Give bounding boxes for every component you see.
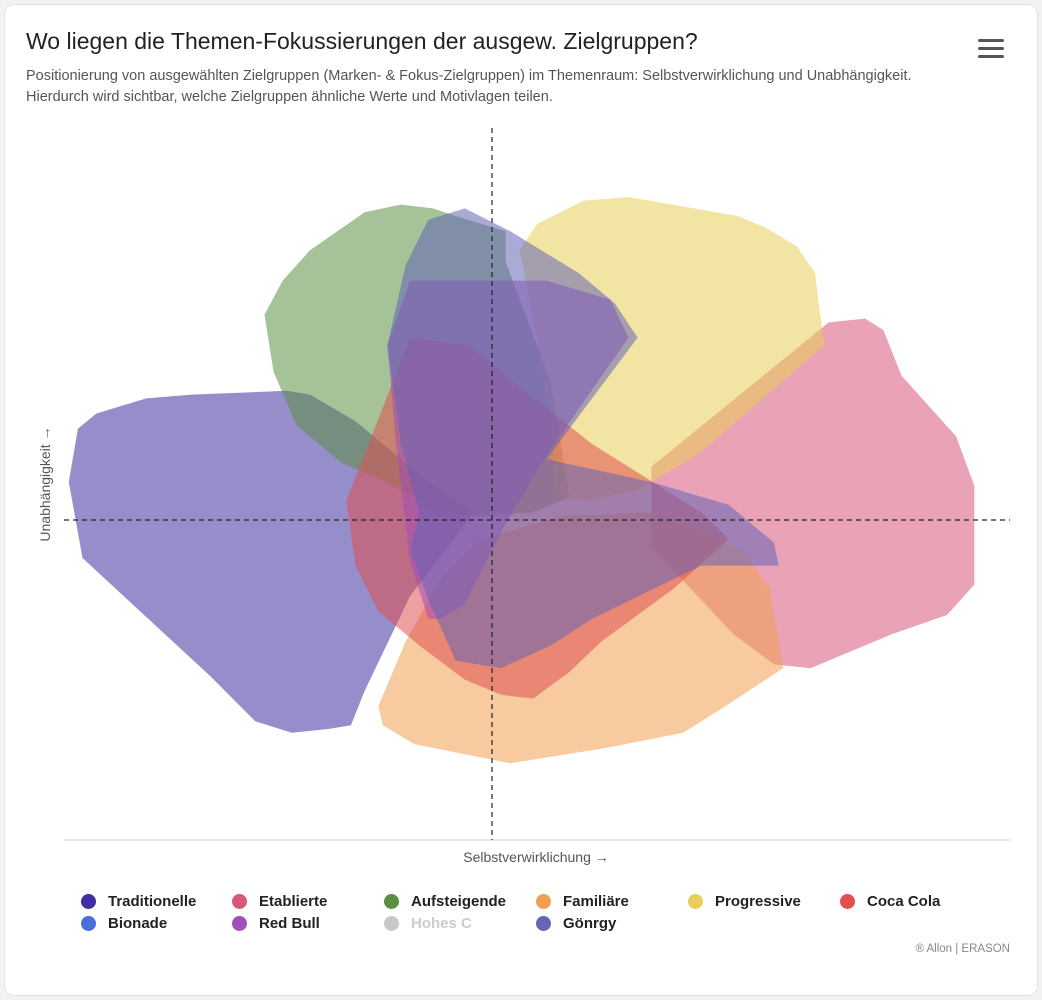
legend-item-gönrgy[interactable]: Gönrgy — [536, 915, 616, 932]
legend-item-coca-cola[interactable]: Coca Cola — [840, 893, 940, 910]
legend-label: Aufsteigende — [411, 893, 507, 910]
legend-marker — [536, 894, 551, 909]
hamburger-menu-icon[interactable] — [978, 36, 1004, 58]
legend-marker — [384, 894, 399, 909]
legend-marker — [688, 894, 703, 909]
legend-marker — [81, 916, 96, 931]
legend-marker — [232, 894, 247, 909]
legend-marker — [536, 916, 551, 931]
legend-item-familiäre[interactable]: Familiäre — [536, 893, 629, 910]
series-area-gönrgy[interactable] — [387, 208, 779, 669]
y-axis-label: Unabhängigkeit → — [37, 426, 53, 541]
legend-label: Progressive — [715, 893, 801, 910]
menu-bar — [978, 39, 1004, 42]
legend-item-red-bull[interactable]: Red Bull — [232, 915, 320, 932]
credit-text: ® Allon | ERASON — [915, 943, 1010, 955]
series-area-progressive[interactable] — [519, 197, 825, 501]
menu-bar — [978, 55, 1004, 58]
legend-label: Traditionelle — [108, 893, 197, 910]
chart-title: Wo liegen die Themen-Fokussierungen der … — [26, 28, 698, 54]
legend-item-traditionelle[interactable]: Traditionelle — [81, 893, 196, 910]
legend-item-progressive[interactable]: Progressive — [688, 893, 801, 910]
legend-label: Gönrgy — [563, 915, 617, 932]
menu-bar — [978, 47, 1004, 50]
legend-item-hohes-c[interactable]: Hohes C — [384, 915, 472, 932]
legend-label: Familiäre — [563, 893, 629, 910]
series-areas — [68, 197, 975, 764]
chart-subtitle: Positionierung von ausgewählten Zielgrup… — [26, 68, 912, 105]
legend-label: Coca Cola — [867, 893, 941, 910]
legend-marker — [81, 894, 96, 909]
legend-marker — [232, 916, 247, 931]
legend-label: Red Bull — [259, 915, 320, 932]
legend-label: Hohes C — [411, 915, 472, 932]
legend-item-aufsteigende[interactable]: Aufsteigende — [384, 893, 506, 910]
legend-marker — [840, 894, 855, 909]
legend-marker — [384, 916, 399, 931]
legend-item-etablierte[interactable]: Etablierte — [232, 893, 327, 910]
legend-label: Bionade — [108, 915, 168, 932]
legend-item-bionade[interactable]: Bionade — [81, 915, 167, 932]
legend-label: Etablierte — [259, 893, 328, 910]
x-axis-label: Selbstverwirklichung → — [463, 849, 609, 865]
